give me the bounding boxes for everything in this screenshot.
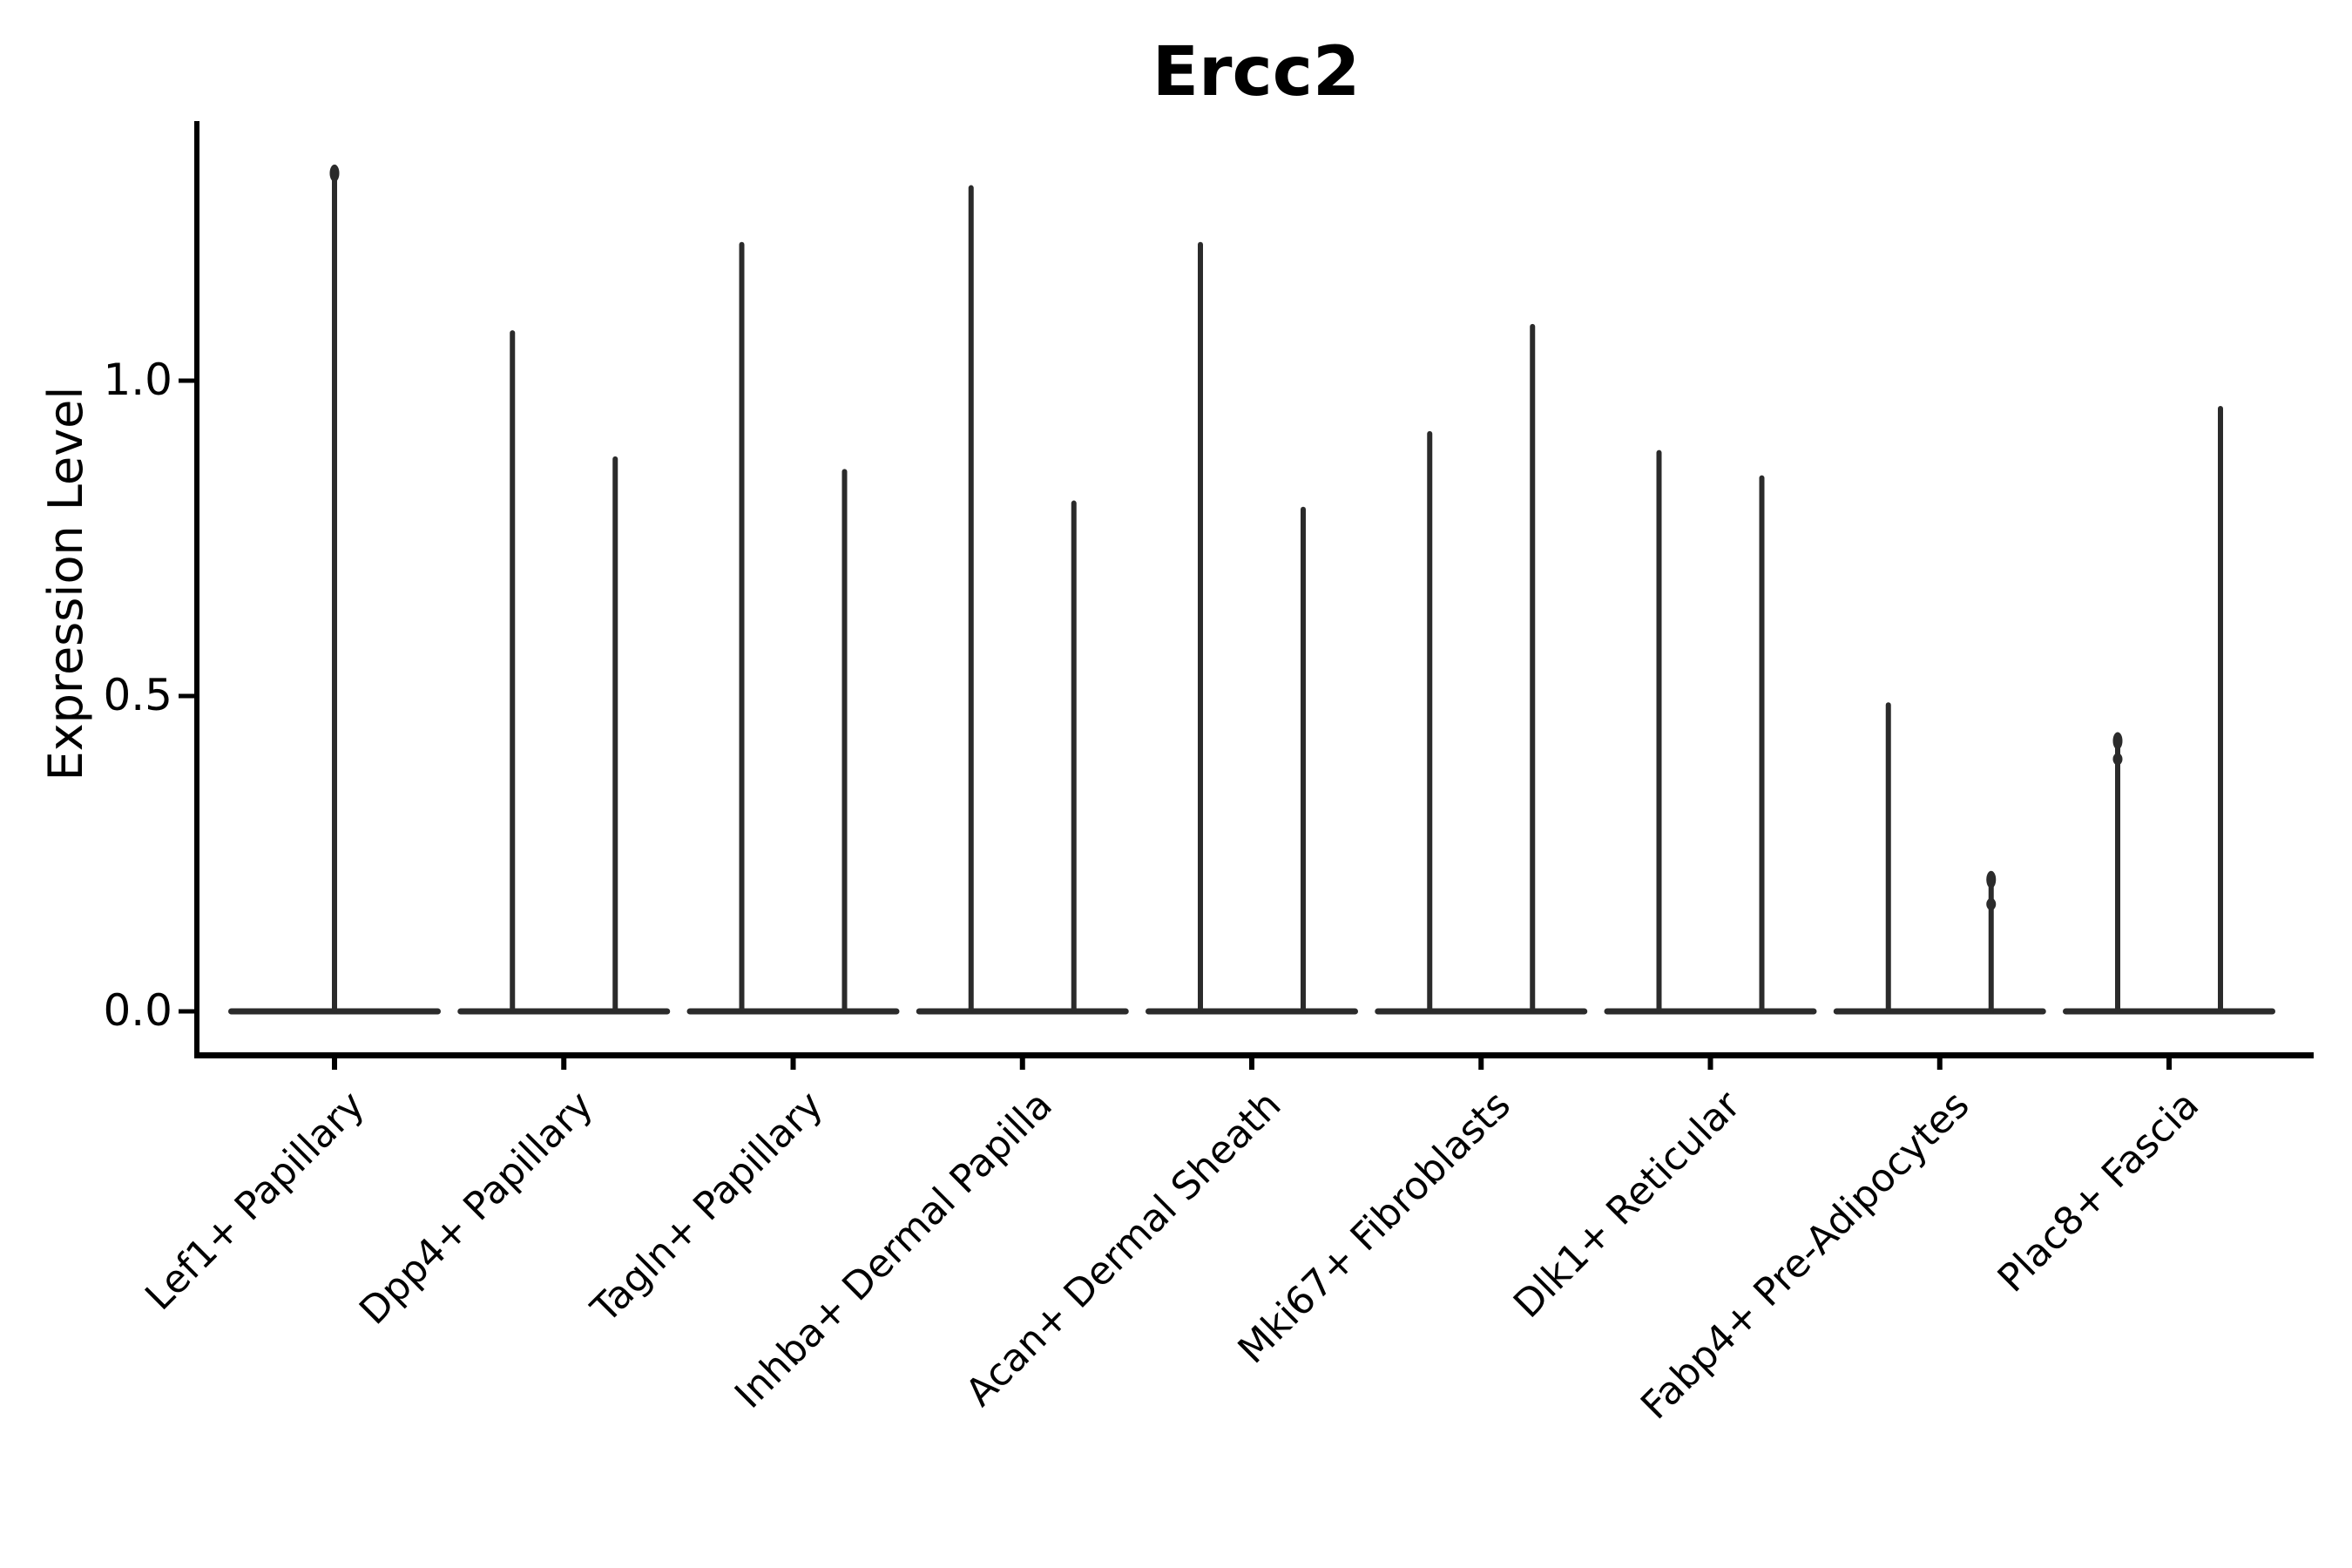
violin-spike — [612, 456, 618, 1013]
violin-spike — [739, 241, 745, 1014]
violin-base — [1833, 1008, 2046, 1015]
y-axis-spine — [194, 121, 199, 1058]
violin-spike — [1427, 430, 1433, 1013]
violin-spike-node — [2112, 753, 2123, 766]
x-tick — [1478, 1058, 1484, 1070]
violin-spike — [1656, 449, 1662, 1013]
violin-base — [457, 1008, 671, 1015]
y-tick — [179, 378, 194, 383]
y-tick-label: 1.0 — [103, 355, 172, 405]
violin-spike — [1530, 323, 1536, 1014]
x-tick — [1707, 1058, 1713, 1070]
y-axis-label: Expression Level — [38, 386, 93, 781]
violin-base — [686, 1008, 900, 1015]
violin-base — [1604, 1008, 1817, 1015]
violin-spike-cap — [1986, 870, 1997, 889]
x-tick — [1249, 1058, 1254, 1070]
violin-spike — [1198, 241, 1203, 1014]
violin-spike — [1988, 872, 1994, 1013]
x-axis-spine — [194, 1052, 2314, 1058]
violin-spike — [1071, 500, 1077, 1013]
x-tick — [332, 1058, 337, 1070]
x-tick — [2166, 1058, 2172, 1070]
y-tick-label: 0.0 — [103, 985, 172, 1036]
x-tick — [1019, 1058, 1025, 1070]
violin-spike — [841, 469, 848, 1013]
chart-title: Ercc2 — [1152, 33, 1361, 112]
x-tick — [1936, 1058, 1943, 1070]
x-tick — [561, 1058, 567, 1070]
violin-spike — [1885, 702, 1891, 1013]
violin-spike — [332, 166, 337, 1014]
violin-base — [1375, 1008, 1588, 1015]
violin-spike — [2218, 405, 2223, 1014]
x-tick — [790, 1058, 796, 1070]
violin-base — [916, 1008, 1129, 1015]
y-tick-label: 0.5 — [103, 670, 172, 720]
violin-spike-cap — [2112, 732, 2123, 750]
violin-spike — [2115, 733, 2120, 1013]
violin-base — [2063, 1008, 2275, 1015]
violin-base — [1146, 1008, 1358, 1015]
y-tick — [179, 1009, 194, 1014]
y-tick — [179, 693, 194, 699]
violin-spike-cap — [329, 164, 340, 182]
violin-spike — [1759, 475, 1765, 1013]
violin-spike — [1301, 506, 1306, 1013]
violin-spike-node — [1986, 897, 1997, 910]
violin-spike — [968, 185, 974, 1013]
violin-spike — [510, 330, 516, 1014]
